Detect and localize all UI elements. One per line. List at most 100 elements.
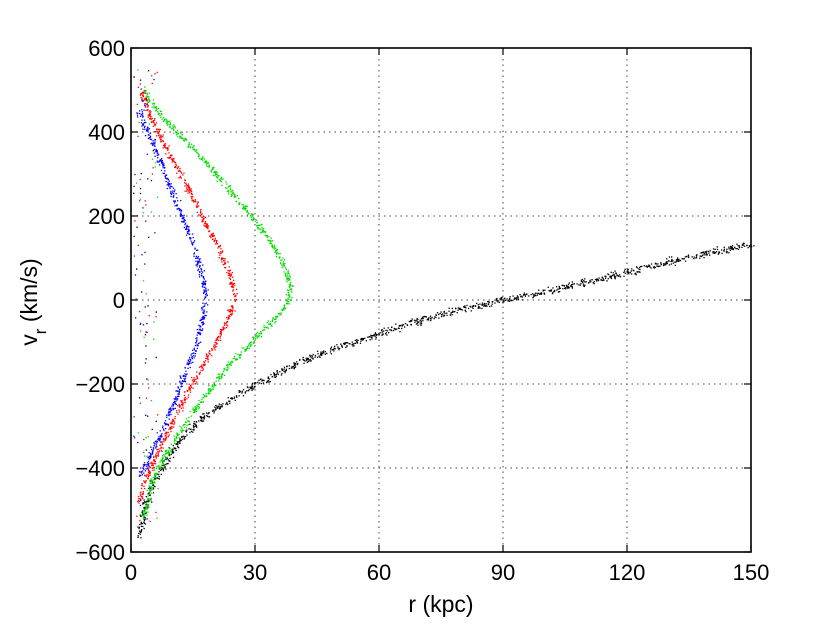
data-point [500,297,502,299]
data-point [274,244,276,247]
data-point [274,318,276,320]
data-point [151,82,153,85]
data-point [153,123,156,125]
data-point [256,334,258,336]
data-point [162,465,164,467]
data-point [700,252,702,254]
data-point [556,289,558,291]
data-point [186,224,188,227]
data-point [263,379,265,382]
data-point [140,173,142,175]
data-point [168,411,170,413]
data-point [648,264,650,266]
data-point [187,185,189,187]
data-point [287,279,290,281]
data-point [163,163,165,165]
data-point [181,221,184,223]
data-point [287,276,289,278]
data-point [266,234,268,237]
y-axis-label-main: v [16,334,42,346]
data-point [156,445,158,448]
data-point [199,401,201,403]
data-point [220,328,222,331]
data-point [140,498,142,500]
data-point [141,493,144,495]
data-point [422,320,424,322]
data-point [254,220,256,222]
data-point [276,371,278,373]
data-point [252,336,254,338]
data-point [226,401,228,404]
data-point [150,456,152,458]
data-point [280,262,282,265]
data-point [193,379,195,381]
data-point [361,338,363,340]
data-point [142,280,145,282]
data-point [156,154,158,157]
data-point [140,521,142,523]
data-point [213,412,215,414]
data-point [227,190,230,192]
data-point [144,509,146,511]
data-point [542,290,544,292]
data-point [164,465,166,468]
data-point [534,292,537,294]
data-point [723,248,725,250]
data-point [274,251,276,254]
data-point [232,307,234,309]
data-point [155,150,157,152]
data-point [188,230,190,232]
data-point [590,281,592,283]
data-point [137,535,139,537]
data-point [173,400,175,402]
data-point [221,377,223,379]
data-point [203,361,205,363]
data-point [150,497,152,499]
data-point [559,290,561,293]
data-point [718,251,720,253]
data-point [158,135,160,137]
y-tick-label-6: 600 [88,36,125,61]
data-point [150,492,152,494]
data-point [250,344,252,346]
data-point [153,474,156,476]
data-point [140,499,142,502]
data-point [487,303,489,305]
data-point [164,143,166,145]
data-point [402,324,405,326]
data-point [196,328,198,331]
data-point [184,366,186,369]
data-point [274,376,276,378]
data-point [173,447,175,449]
data-point [145,90,147,92]
data-point [228,270,231,272]
data-point [188,420,190,422]
data-point [143,527,145,530]
data-point [202,312,205,315]
data-point [283,307,285,309]
data-point [368,336,370,338]
data-point [636,267,638,269]
data-point [181,432,183,434]
data-point [241,391,243,393]
data-point [235,358,237,360]
data-point [194,350,197,352]
data-point [747,247,749,249]
data-point [321,354,323,356]
data-point [271,324,273,326]
data-point [145,507,147,509]
data-point [352,345,354,347]
data-point [172,187,175,189]
data-point [153,456,155,459]
data-point [592,282,594,284]
data-point [533,295,536,297]
data-point [184,222,187,224]
data-point [148,504,150,506]
data-point [203,317,205,320]
data-point [192,196,194,198]
data-point [183,399,185,401]
data-point [138,475,141,477]
data-point [251,219,253,221]
data-point [174,418,176,420]
data-point [629,271,631,274]
